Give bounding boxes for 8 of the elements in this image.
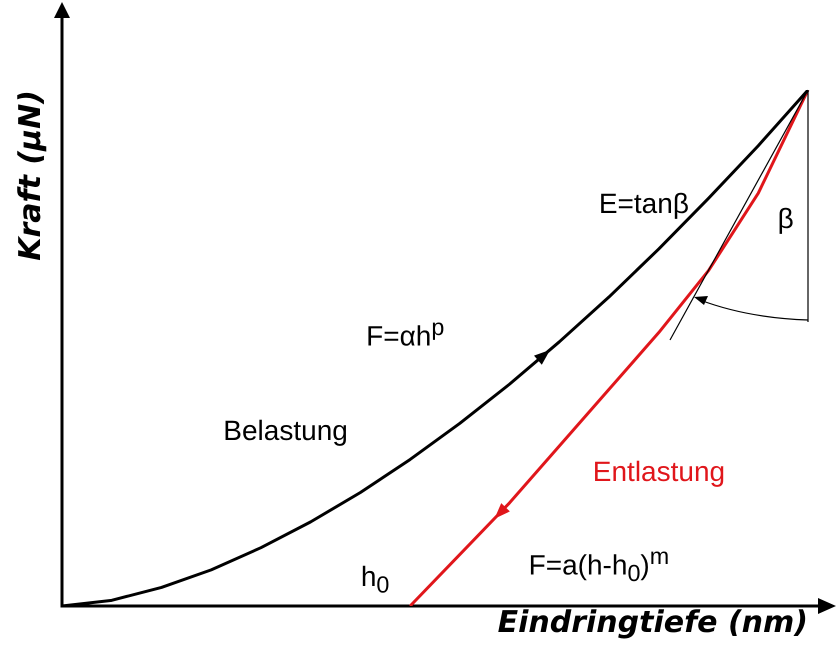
x-axis-title: Eindringtiefe (nm) xyxy=(498,604,808,640)
annotation: E=tanβ xyxy=(598,188,689,219)
series-label: Belastung xyxy=(223,414,348,446)
annotation: F=αh$^{p}$ xyxy=(366,314,444,351)
annotation: h$_{0}$ xyxy=(360,561,390,598)
annotation: F=a(h-h$_{0}$)$^{m}$ xyxy=(528,542,670,586)
series-label: Entlastung xyxy=(592,456,726,487)
y-axis-title: Kraft (µN) xyxy=(12,90,48,261)
